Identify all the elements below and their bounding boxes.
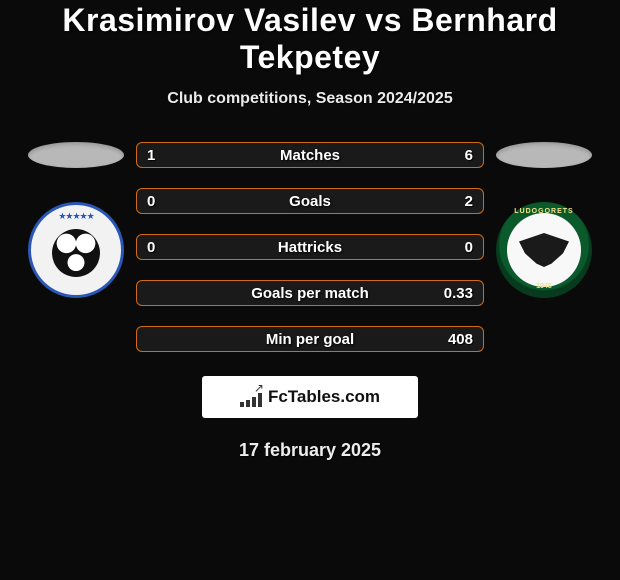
player-left-col: ★★★★★: [16, 142, 136, 298]
chart-icon: [240, 387, 262, 407]
stat-left-value: 0: [147, 193, 155, 210]
stat-right-value: 0.33: [444, 285, 473, 302]
football-icon: [52, 229, 100, 277]
main-row: ★★★★★ 1 Matches 6 0 Goals 2 0 Hattricks …: [0, 142, 620, 352]
badge-text-year: 1945: [536, 283, 552, 290]
stat-right-value: 0: [465, 239, 473, 256]
stat-row-hattricks: 0 Hattricks 0: [136, 234, 484, 260]
stat-label: Hattricks: [137, 239, 483, 256]
stars-icon: ★★★★★: [58, 211, 93, 222]
team-right-badge: LUDOGORETS 1945: [496, 202, 592, 298]
eagle-icon: [519, 233, 569, 267]
stat-label: Matches: [137, 147, 483, 164]
player-left-portrait-placeholder: [28, 142, 124, 168]
date-label: 17 february 2025: [0, 440, 620, 461]
brand-text: FcTables.com: [268, 387, 380, 407]
brand-badge[interactable]: FcTables.com: [202, 376, 418, 418]
stat-label: Goals: [137, 193, 483, 210]
stat-row-goals: 0 Goals 2: [136, 188, 484, 214]
stat-left-value: 0: [147, 239, 155, 256]
stat-right-value: 6: [465, 147, 473, 164]
stat-right-value: 2: [465, 193, 473, 210]
page-title: Krasimirov Vasilev vs Bernhard Tekpetey: [0, 2, 620, 76]
stat-label: Min per goal: [137, 331, 483, 348]
player-right-portrait-placeholder: [496, 142, 592, 168]
badge-inner: [507, 213, 581, 287]
stat-row-matches: 1 Matches 6: [136, 142, 484, 168]
stat-row-goals-per-match: Goals per match 0.33: [136, 280, 484, 306]
stat-right-value: 408: [448, 331, 473, 348]
stat-row-min-per-goal: Min per goal 408: [136, 326, 484, 352]
stat-left-value: 1: [147, 147, 155, 164]
stats-column: 1 Matches 6 0 Goals 2 0 Hattricks 0 Goal…: [136, 142, 484, 352]
player-right-col: LUDOGORETS 1945: [484, 142, 604, 298]
team-left-badge: ★★★★★: [28, 202, 124, 298]
stat-label: Goals per match: [137, 285, 483, 302]
comparison-card: Krasimirov Vasilev vs Bernhard Tekpetey …: [0, 0, 620, 461]
season-subtitle: Club competitions, Season 2024/2025: [0, 90, 620, 108]
